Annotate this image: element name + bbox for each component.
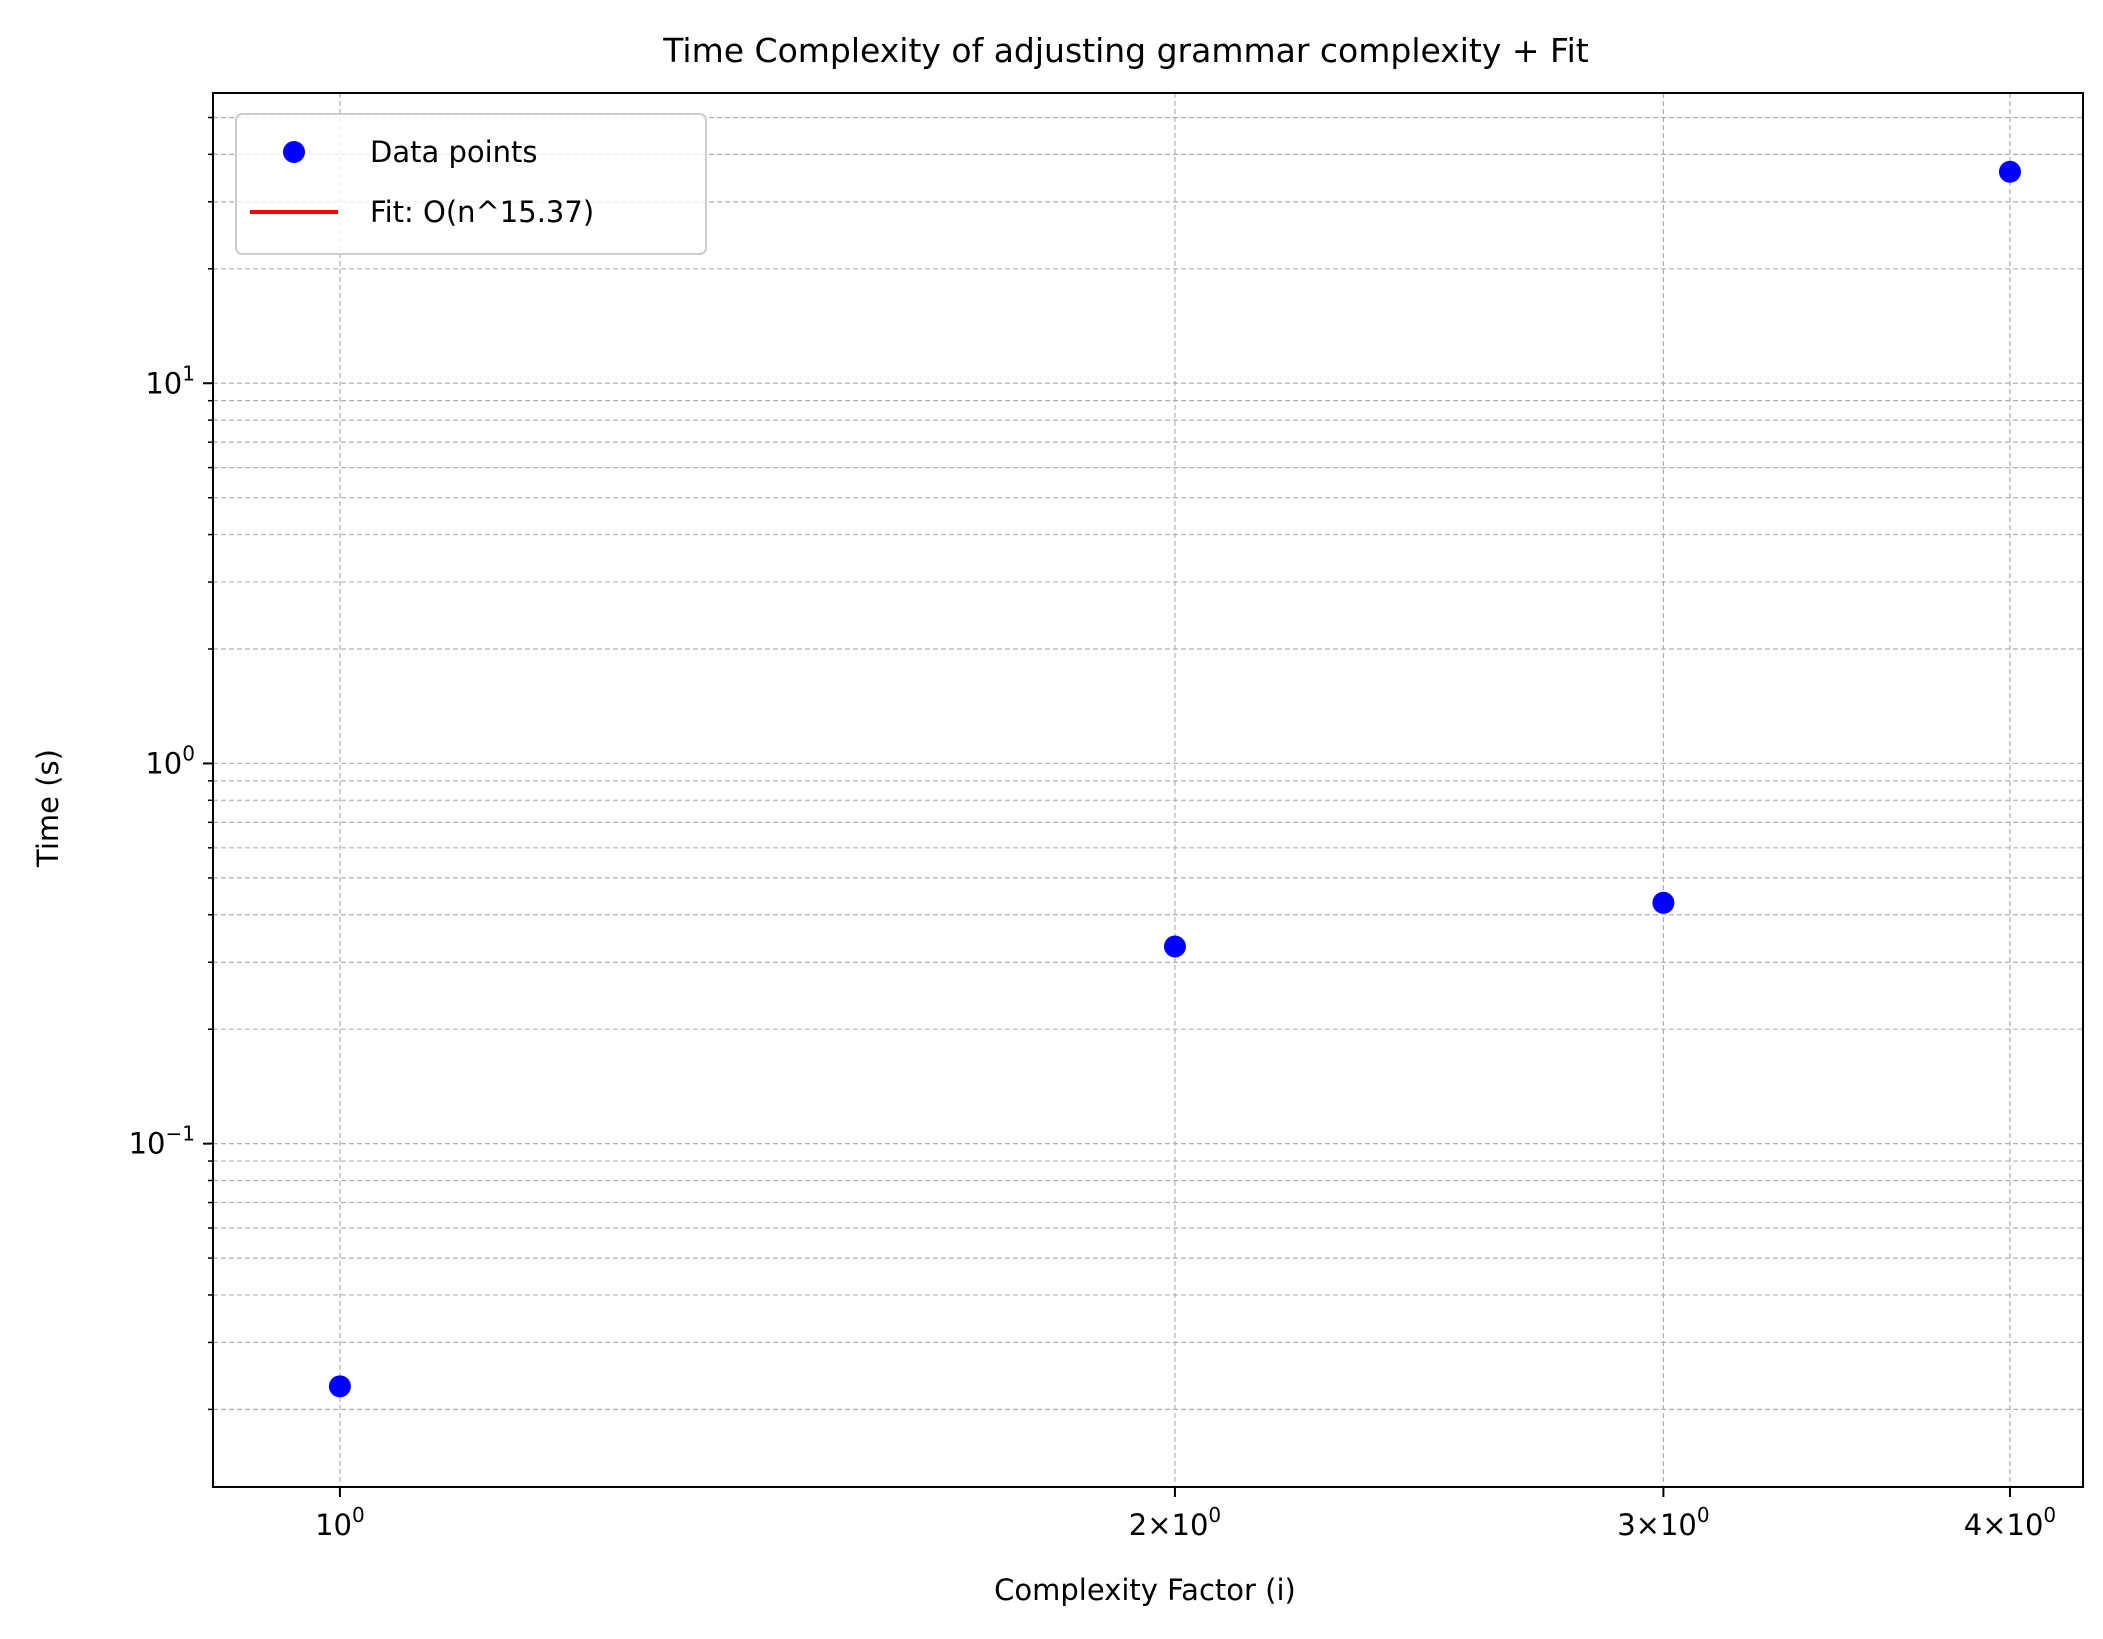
data-point (1652, 891, 1675, 914)
x-tick-label: 2×100 (1129, 1503, 1221, 1542)
x-tick-label: 4×100 (1964, 1503, 2056, 1542)
legend: Data points Fit: O(n^15.37) (235, 113, 707, 255)
x-tick-label: 3×100 (1617, 1503, 1709, 1542)
legend-label-fit: Fit: O(n^15.37) (370, 195, 594, 229)
y-axis-label: Time (s) (31, 749, 65, 868)
legend-box (235, 113, 707, 255)
data-point (328, 1375, 351, 1398)
plot-frame (212, 92, 2084, 1488)
chart-title: Time Complexity of adjusting grammar com… (662, 31, 1588, 70)
data-point (1163, 935, 1186, 958)
x-axis-label: Complexity Factor (i) (994, 1573, 1296, 1607)
data-point (1998, 160, 2021, 183)
legend-label-data-points: Data points (370, 135, 538, 169)
legend-marker-data-points (283, 141, 305, 163)
data-points-series (328, 160, 2021, 1398)
grid (213, 93, 2083, 1487)
